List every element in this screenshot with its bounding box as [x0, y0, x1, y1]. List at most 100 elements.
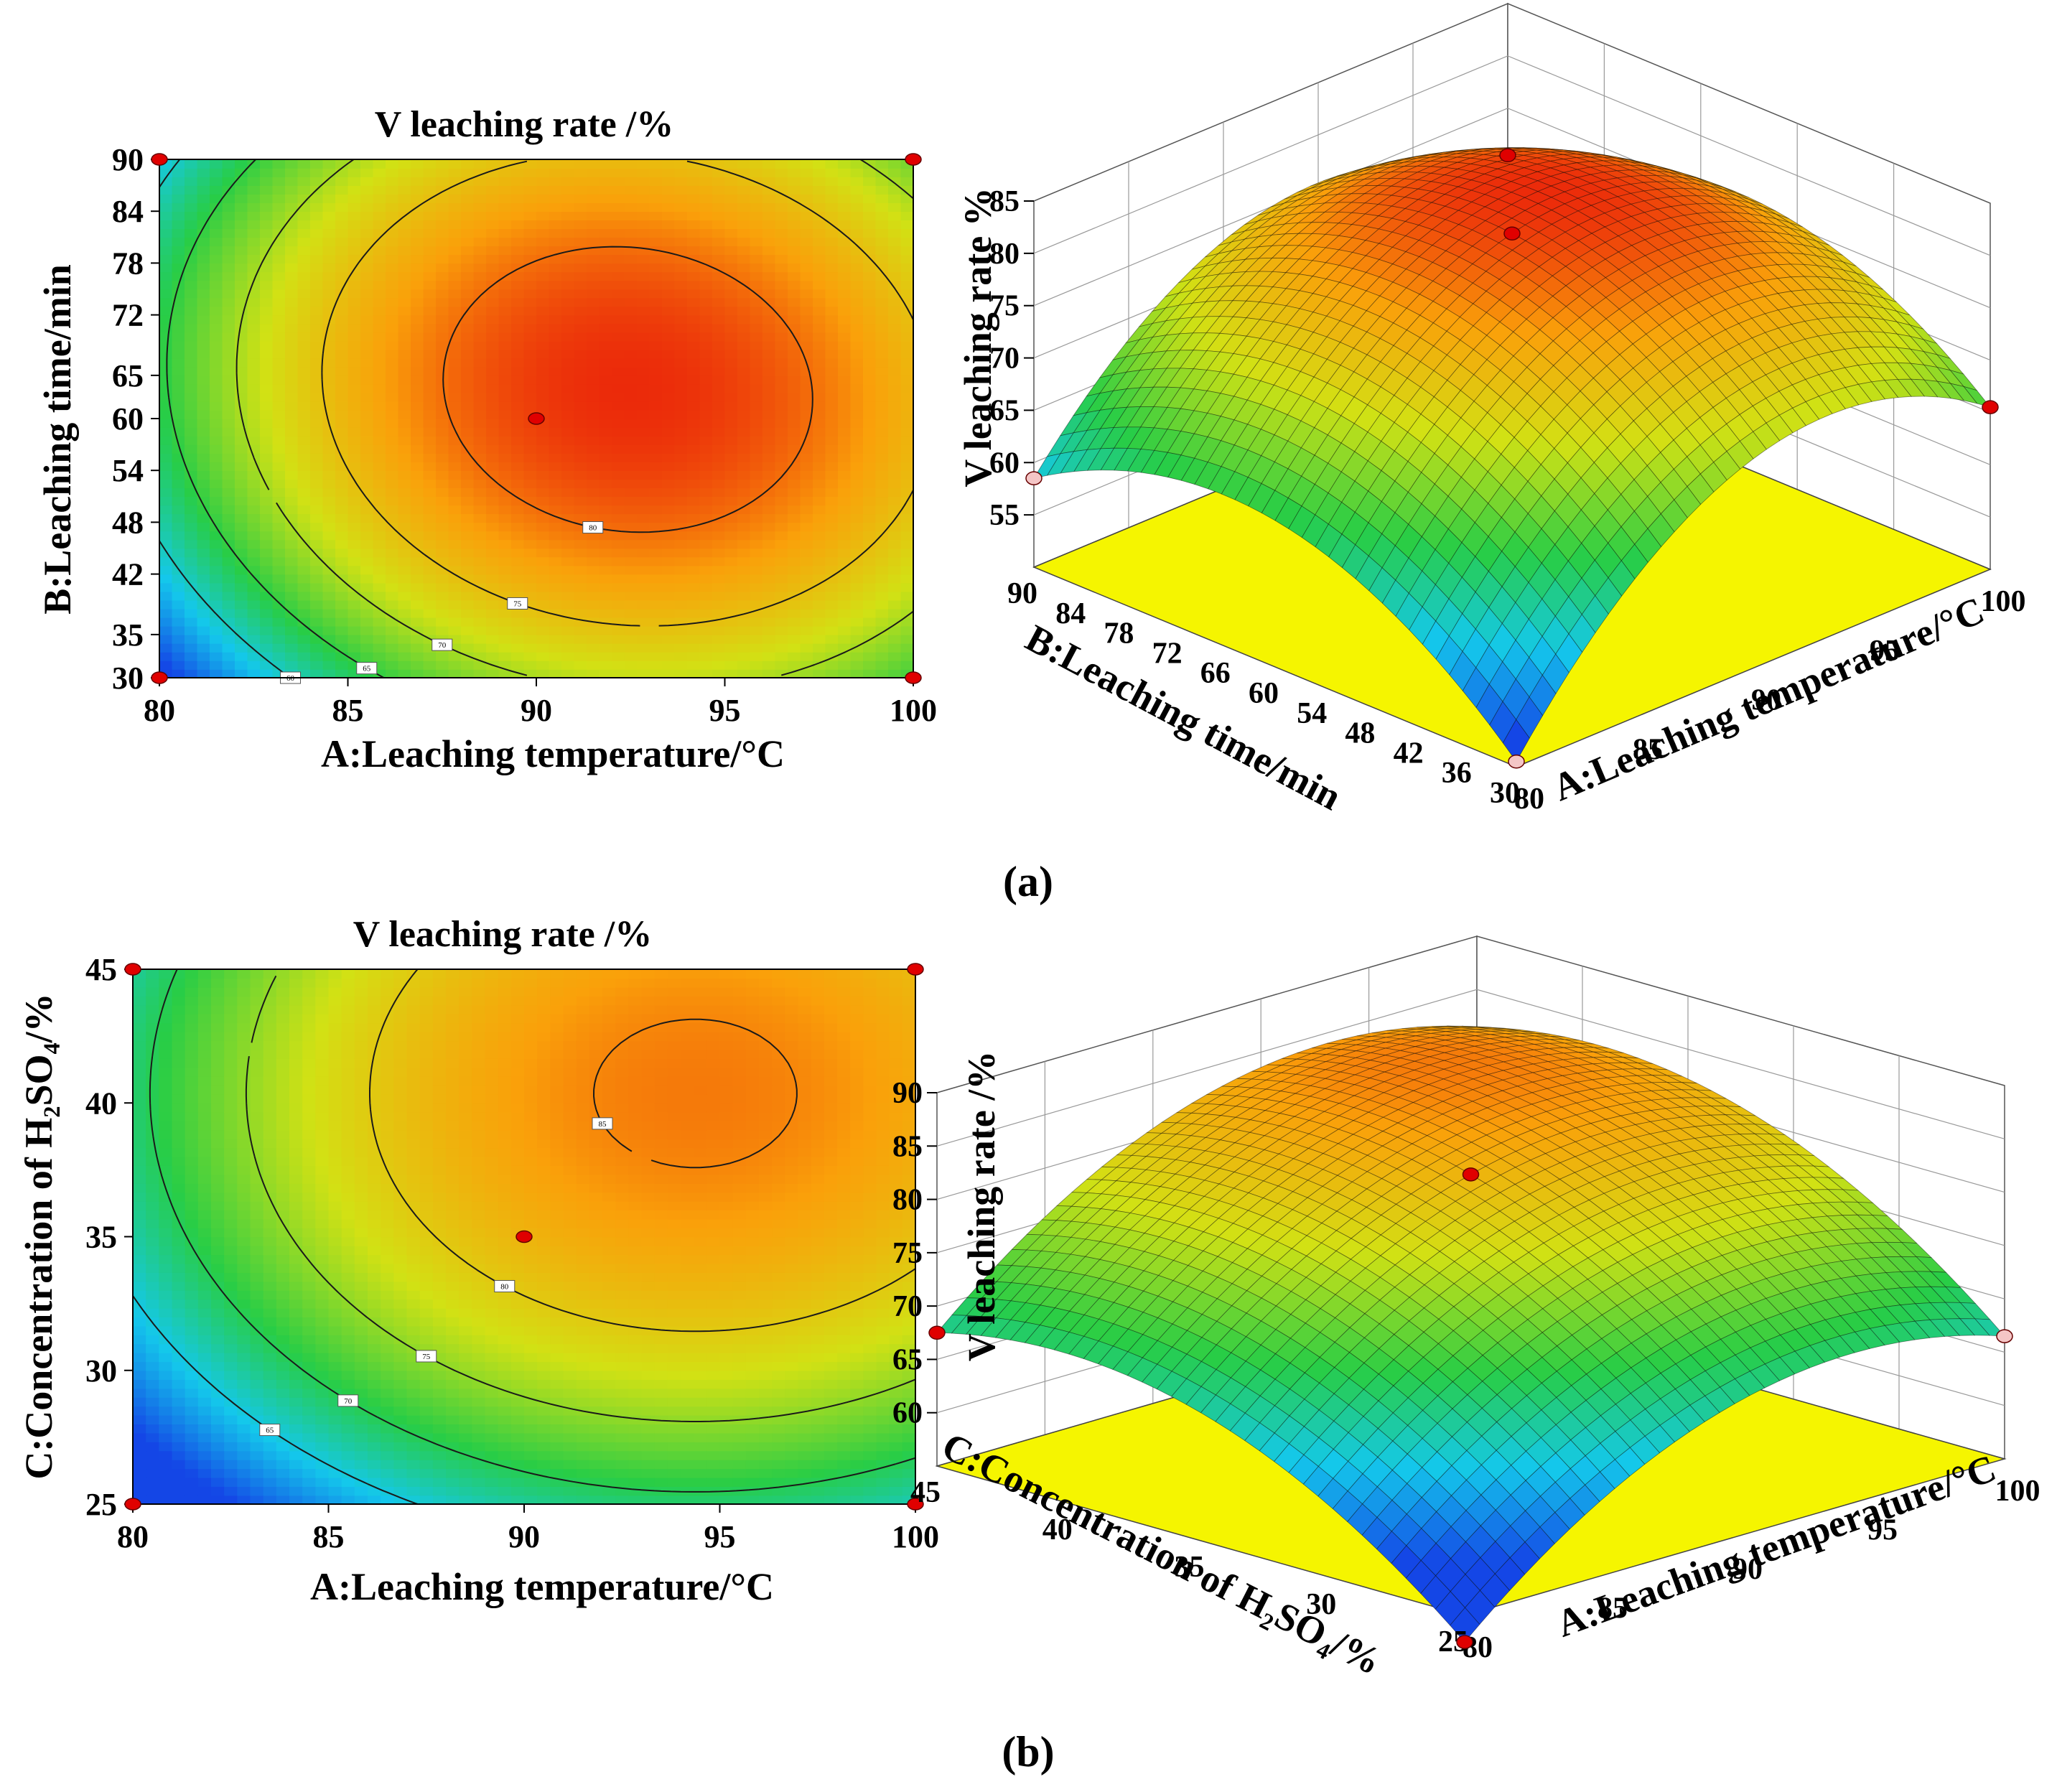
heat-cell	[612, 340, 625, 350]
heat-cell	[875, 306, 889, 316]
heat-cell	[762, 505, 776, 515]
heat-cell	[448, 349, 462, 359]
heat-cell	[335, 617, 349, 627]
heat-cell	[511, 625, 525, 635]
heat-cell	[637, 505, 650, 515]
heat-cell	[461, 531, 475, 541]
heat-cell	[386, 608, 399, 618]
heat-cell	[775, 332, 788, 342]
heat-cell	[272, 634, 286, 644]
heat-cell	[674, 660, 688, 670]
heat-cell	[461, 409, 475, 419]
heat-cell	[210, 228, 223, 238]
heat-cell	[511, 496, 525, 506]
heat-cell	[310, 668, 324, 678]
heat-cell	[687, 660, 701, 670]
heat-cell	[210, 462, 223, 471]
heat-cell	[523, 470, 537, 480]
heat-cell	[637, 419, 650, 428]
heat-cell	[687, 617, 701, 627]
heat-cell	[750, 202, 763, 212]
heat-cell	[536, 237, 550, 247]
heat-cell	[185, 419, 198, 428]
heat-cell	[222, 436, 235, 445]
heat-cell	[260, 634, 274, 644]
heat-cell	[297, 643, 311, 653]
heat-cell	[612, 383, 625, 393]
heat-cell	[687, 531, 701, 541]
heat-cell	[222, 531, 235, 541]
heat-cell	[523, 574, 537, 584]
heat-cell	[788, 194, 801, 203]
heat-cell	[662, 271, 676, 281]
heat-cell	[247, 358, 261, 368]
heat-cell	[561, 340, 575, 350]
y-tick-label: 35	[112, 617, 144, 653]
heat-cell	[498, 548, 512, 558]
heat-cell	[272, 513, 286, 523]
heat-cell	[322, 487, 336, 498]
heat-cell	[197, 608, 210, 618]
heat-cell	[800, 254, 813, 264]
heat-cell	[813, 625, 826, 635]
heat-cell	[850, 556, 864, 566]
heat-cell	[523, 436, 537, 445]
heat-cell	[813, 375, 826, 385]
heat-cell	[423, 366, 437, 376]
heat-cell	[587, 634, 600, 644]
heat-cell	[561, 263, 575, 273]
heat-cell	[875, 513, 889, 523]
heat-cell	[599, 419, 612, 428]
heat-cell	[750, 246, 763, 256]
heat-cell	[461, 625, 475, 635]
heat-cell	[360, 556, 374, 566]
heat-cell	[574, 660, 587, 670]
heat-cell	[788, 358, 801, 368]
heat-cell	[813, 634, 826, 644]
heat-cell	[825, 496, 839, 506]
heat-cell	[360, 159, 374, 169]
heat-cell	[235, 358, 248, 368]
heat-cell	[699, 297, 713, 307]
heat-cell	[348, 513, 361, 523]
heat-cell	[222, 591, 235, 601]
heat-cell	[561, 383, 575, 393]
heat-cell	[285, 392, 299, 402]
heat-cell	[210, 254, 223, 264]
heat-cell	[523, 427, 537, 437]
heat-cell	[875, 177, 889, 186]
heat-cell	[159, 591, 173, 601]
heat-cell	[335, 582, 349, 592]
heat-cell	[788, 185, 801, 195]
heat-cell	[587, 444, 600, 454]
heat-cell	[838, 617, 852, 627]
heat-cell	[185, 496, 198, 506]
heat-cell	[900, 401, 914, 411]
heat-cell	[599, 479, 612, 489]
heat-cell	[813, 419, 826, 428]
heat-cell	[762, 246, 776, 256]
heat-cell	[523, 254, 537, 264]
heat-cell	[549, 470, 562, 480]
heat-cell	[473, 314, 487, 325]
heat-cell	[800, 383, 813, 393]
heat-cell	[523, 280, 537, 290]
heat-cell	[297, 306, 311, 316]
heat-cell	[511, 211, 525, 221]
heat-cell	[674, 409, 688, 419]
heat-cell	[498, 220, 512, 230]
heat-cell	[561, 582, 575, 592]
heat-cell	[737, 263, 751, 273]
heat-cell	[159, 280, 173, 290]
heat-cell	[436, 531, 449, 541]
heat-cell	[775, 582, 788, 592]
heat-cell	[561, 297, 575, 307]
heat-cell	[511, 617, 525, 627]
heat-cell	[197, 625, 210, 635]
heat-cell	[436, 505, 449, 515]
heat-cell	[235, 263, 248, 273]
heat-cell	[536, 202, 550, 212]
heat-cell	[624, 531, 638, 541]
heat-cell	[486, 194, 500, 203]
heat-cell	[473, 228, 487, 238]
